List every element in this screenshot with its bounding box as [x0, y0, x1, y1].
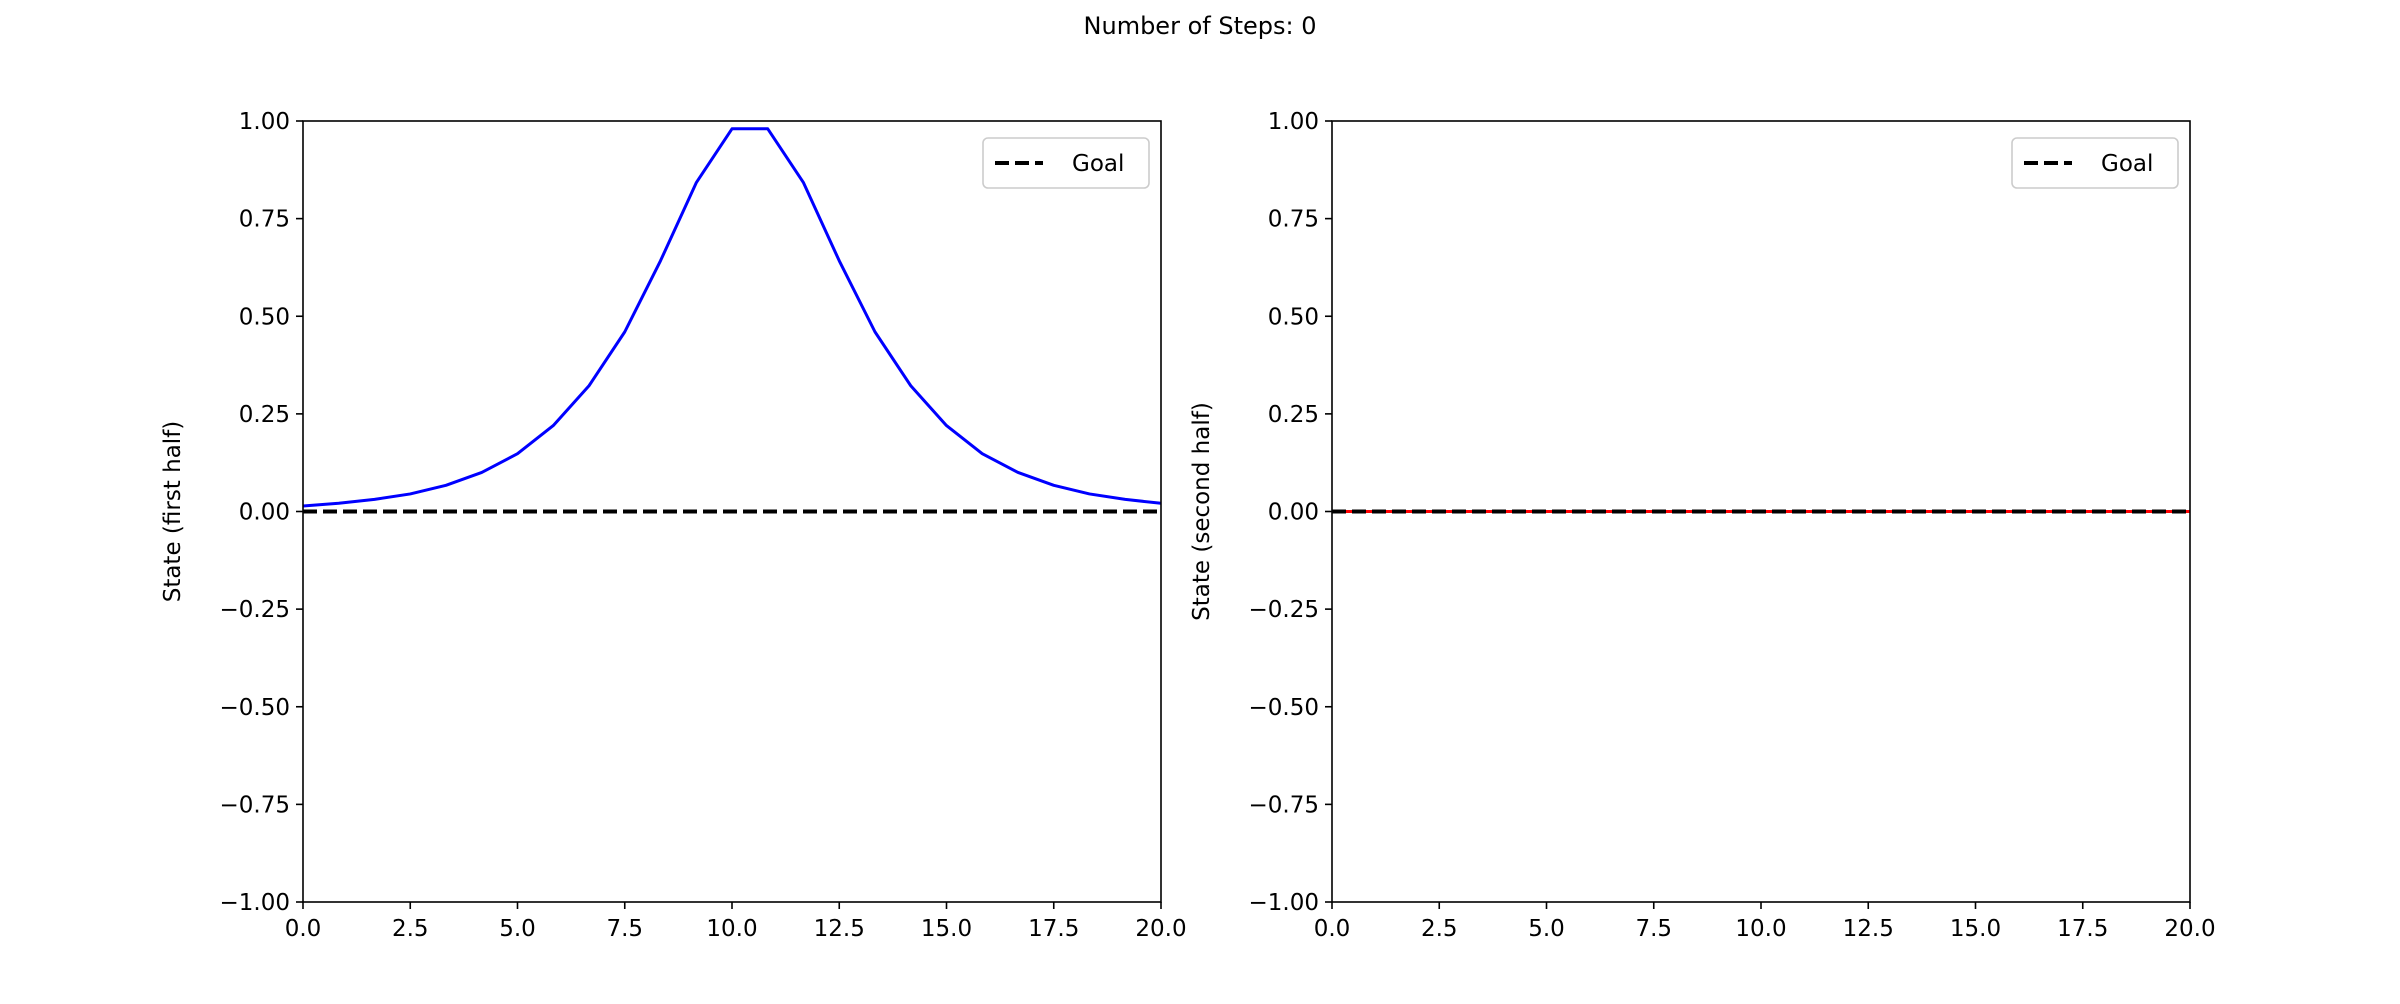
y-tick-label: −0.50 — [220, 695, 290, 721]
legend-label: Goal — [2101, 151, 2153, 177]
y-tick-label: −0.25 — [1249, 597, 1319, 623]
subplot-first-half: 0.0 2.5 5.0 7.5 10.0 12.5 15.0 17.5 20.0 −1.00 −0.… — [160, 109, 1187, 942]
y-tick-label: 0.75 — [1268, 207, 1319, 233]
y-tick-label: 1.00 — [239, 109, 290, 135]
x-tick-label: 0.0 — [1314, 916, 1351, 942]
legend-box — [2011, 137, 2179, 189]
y-axis-label-second-half: State (second half) — [1189, 402, 1215, 621]
x-tick-label: 10.0 — [706, 916, 757, 942]
x-tick-label: 15.0 — [921, 916, 972, 942]
x-tick-label: 5.0 — [499, 916, 536, 942]
y-axis-label-first-half: State (first half) — [160, 421, 186, 603]
y-tick-label: −0.25 — [220, 597, 290, 623]
x-tick-label: 0.0 — [285, 916, 322, 942]
y-tick-label: −0.75 — [1249, 792, 1319, 818]
x-tick-label: 7.5 — [606, 916, 643, 942]
y-tick-label: −1.00 — [220, 890, 290, 916]
y-tick-label: 0.50 — [1268, 304, 1319, 330]
legend-second-half: Goal — [2011, 137, 2179, 189]
y-tick-label: 0.25 — [1268, 402, 1319, 428]
x-tick-label: 12.5 — [814, 916, 865, 942]
y-tick-label: 1.00 — [1268, 109, 1319, 135]
x-tick-label: 5.0 — [1528, 916, 1565, 942]
x-tick-label: 2.5 — [1421, 916, 1458, 942]
y-tick-label: 0.50 — [239, 304, 290, 330]
y-tick-label: 0.00 — [1268, 500, 1319, 526]
legend-box — [982, 137, 1150, 189]
legend-first-half: Goal — [982, 137, 1150, 189]
x-tick-label: 10.0 — [1735, 916, 1786, 942]
y-tick-label: −0.50 — [1249, 695, 1319, 721]
y-tick-label: 0.25 — [239, 402, 290, 428]
legend-label: Goal — [1072, 151, 1124, 177]
x-tick-label: 17.5 — [1028, 916, 1079, 942]
x-tick-label: 20.0 — [2164, 916, 2215, 942]
x-tick-label: 17.5 — [2057, 916, 2108, 942]
plot-area-first-half — [303, 127, 1161, 514]
state-line-first-half — [303, 127, 1161, 508]
x-tick-label: 12.5 — [1843, 916, 1894, 942]
x-tick-label: 15.0 — [1950, 916, 2001, 942]
y-tick-label: 0.00 — [239, 500, 290, 526]
y-tick-label: 0.75 — [239, 207, 290, 233]
y-tick-label: −0.75 — [220, 792, 290, 818]
x-tick-label: 7.5 — [1635, 916, 1672, 942]
y-tick-label: −1.00 — [1249, 890, 1319, 916]
x-tick-label: 20.0 — [1135, 916, 1186, 942]
figure-title: Number of Steps: 0 — [1084, 12, 1317, 40]
x-tick-label: 2.5 — [392, 916, 429, 942]
subplot-second-half: 0.0 2.5 5.0 7.5 10.0 12.5 15.0 17.5 20.0 −1.00 −0.… — [1189, 109, 2216, 942]
